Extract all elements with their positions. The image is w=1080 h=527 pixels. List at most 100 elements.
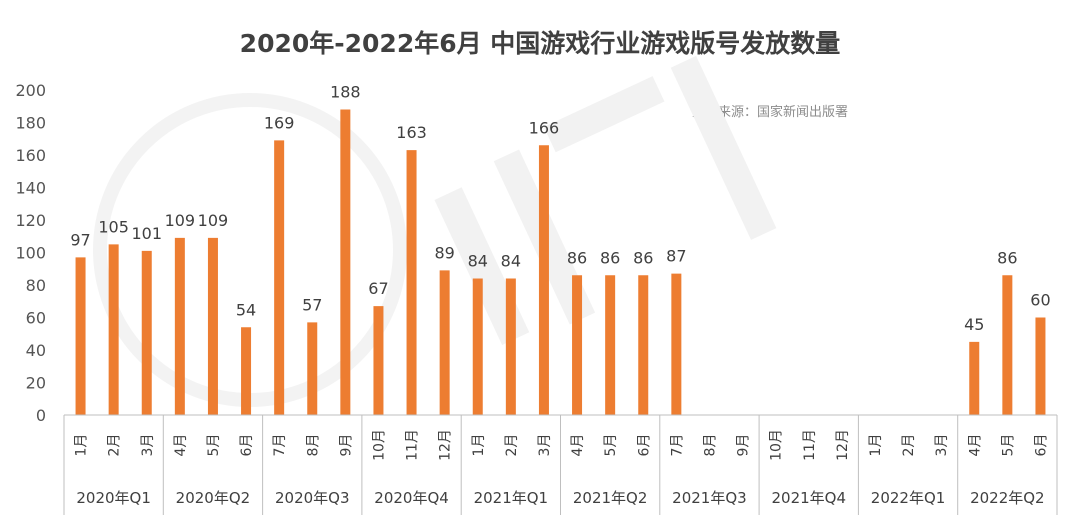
data-label: 67 xyxy=(368,279,388,298)
month-label: 6月 xyxy=(1033,434,1049,457)
bar xyxy=(207,237,218,415)
month-label: 6月 xyxy=(239,434,255,457)
month-label: 4月 xyxy=(570,434,586,457)
quarter-label: 2020年Q4 xyxy=(374,489,449,507)
quarter-label: 2022年Q2 xyxy=(970,489,1045,507)
month-label: 3月 xyxy=(934,434,950,457)
month-label: 7月 xyxy=(669,434,685,457)
bar xyxy=(538,145,549,415)
y-tick-label: 160 xyxy=(15,146,46,165)
month-label: 12月 xyxy=(438,429,454,461)
month-label: 1月 xyxy=(74,434,90,457)
month-label: 8月 xyxy=(305,434,321,457)
month-label: 10月 xyxy=(769,429,785,461)
month-label: 8月 xyxy=(702,434,718,457)
bar xyxy=(75,257,86,415)
data-label: 54 xyxy=(236,300,256,319)
bar xyxy=(274,140,285,415)
month-label: 5月 xyxy=(603,434,619,457)
quarter-label: 2021年Q4 xyxy=(771,489,846,507)
data-label: 97 xyxy=(70,230,90,249)
month-label: 5月 xyxy=(206,434,222,457)
month-label: 10月 xyxy=(371,429,387,461)
bars xyxy=(75,109,1046,415)
bar xyxy=(174,237,185,415)
month-label: 11月 xyxy=(802,429,818,461)
data-label: 101 xyxy=(131,224,162,243)
bar xyxy=(307,322,318,415)
data-label: 86 xyxy=(567,248,587,267)
data-label: 57 xyxy=(302,295,322,314)
data-label: 89 xyxy=(434,243,454,262)
bar xyxy=(671,273,682,415)
chart-title: 2020年-2022年6月 中国游戏行业游戏版号发放数量 xyxy=(239,29,841,58)
bar xyxy=(373,306,384,415)
month-label: 2月 xyxy=(107,434,123,457)
month-label: 12月 xyxy=(835,429,851,461)
y-tick-label: 60 xyxy=(26,309,46,328)
month-label: 5月 xyxy=(1000,434,1016,457)
bar xyxy=(505,278,516,415)
month-label: 2月 xyxy=(504,434,520,457)
quarter-label: 2020年Q3 xyxy=(275,489,350,507)
y-tick-label: 80 xyxy=(26,276,46,295)
month-label: 11月 xyxy=(405,429,421,461)
month-label: 4月 xyxy=(173,434,189,457)
quarter-label: 2020年Q1 xyxy=(76,489,151,507)
x-axis: 1月 2月 3月 4月 5月 6月 7月 8月 9月 10月 11月 12月 1月 2月 3月 4月 5月 6月 7… xyxy=(63,414,1058,515)
data-label: 87 xyxy=(666,247,686,266)
month-label: 1月 xyxy=(471,434,487,457)
quarter-label: 2021年Q2 xyxy=(573,489,648,507)
data-label: 86 xyxy=(633,248,653,267)
bar xyxy=(572,275,583,415)
month-label: 9月 xyxy=(338,434,354,457)
quarter-label: 2021年Q1 xyxy=(474,489,549,507)
data-label: 105 xyxy=(98,217,129,236)
bar xyxy=(108,244,119,415)
bar xyxy=(406,150,417,415)
data-label: 169 xyxy=(264,113,295,132)
data-label: 84 xyxy=(468,252,488,271)
data-label: 188 xyxy=(330,83,361,102)
y-tick-label: 120 xyxy=(15,211,46,230)
bar xyxy=(969,341,980,415)
y-tick-label: 100 xyxy=(15,244,46,263)
data-label: 84 xyxy=(501,252,521,271)
bar xyxy=(1035,317,1046,415)
bar xyxy=(638,275,649,415)
data-label: 86 xyxy=(600,248,620,267)
data-label: 166 xyxy=(529,118,560,137)
month-label: 4月 xyxy=(967,434,983,457)
y-tick-label: 20 xyxy=(26,374,46,393)
source-note: 数据来源：国家新闻出版署 xyxy=(692,105,849,120)
bar xyxy=(340,109,351,415)
data-label: 60 xyxy=(1030,291,1050,310)
data-label: 163 xyxy=(396,123,427,142)
data-label: 109 xyxy=(198,211,229,230)
y-tick-label: 140 xyxy=(15,179,46,198)
data-label: 45 xyxy=(964,315,984,334)
month-label: 3月 xyxy=(140,434,156,457)
data-label: 86 xyxy=(997,248,1017,267)
month-label: 3月 xyxy=(537,434,553,457)
bar xyxy=(439,270,450,415)
y-tick-label: 40 xyxy=(26,341,46,360)
y-tick-label: 200 xyxy=(15,81,46,100)
month-label: 9月 xyxy=(736,434,752,457)
quarter-label: 2022年Q1 xyxy=(871,489,946,507)
month-label: 6月 xyxy=(636,434,652,457)
bar xyxy=(605,275,616,415)
month-label: 7月 xyxy=(272,434,288,457)
bar xyxy=(141,250,152,415)
bar xyxy=(1002,275,1013,415)
month-label: 2月 xyxy=(901,434,917,457)
data-label: 109 xyxy=(165,211,196,230)
y-axis: 0 20 40 60 80 100 120 140 160 180 200 xyxy=(15,81,46,425)
bar xyxy=(241,327,252,415)
y-tick-label: 0 xyxy=(36,406,46,425)
quarter-label: 2020年Q2 xyxy=(176,489,251,507)
y-tick-label: 180 xyxy=(15,114,46,133)
